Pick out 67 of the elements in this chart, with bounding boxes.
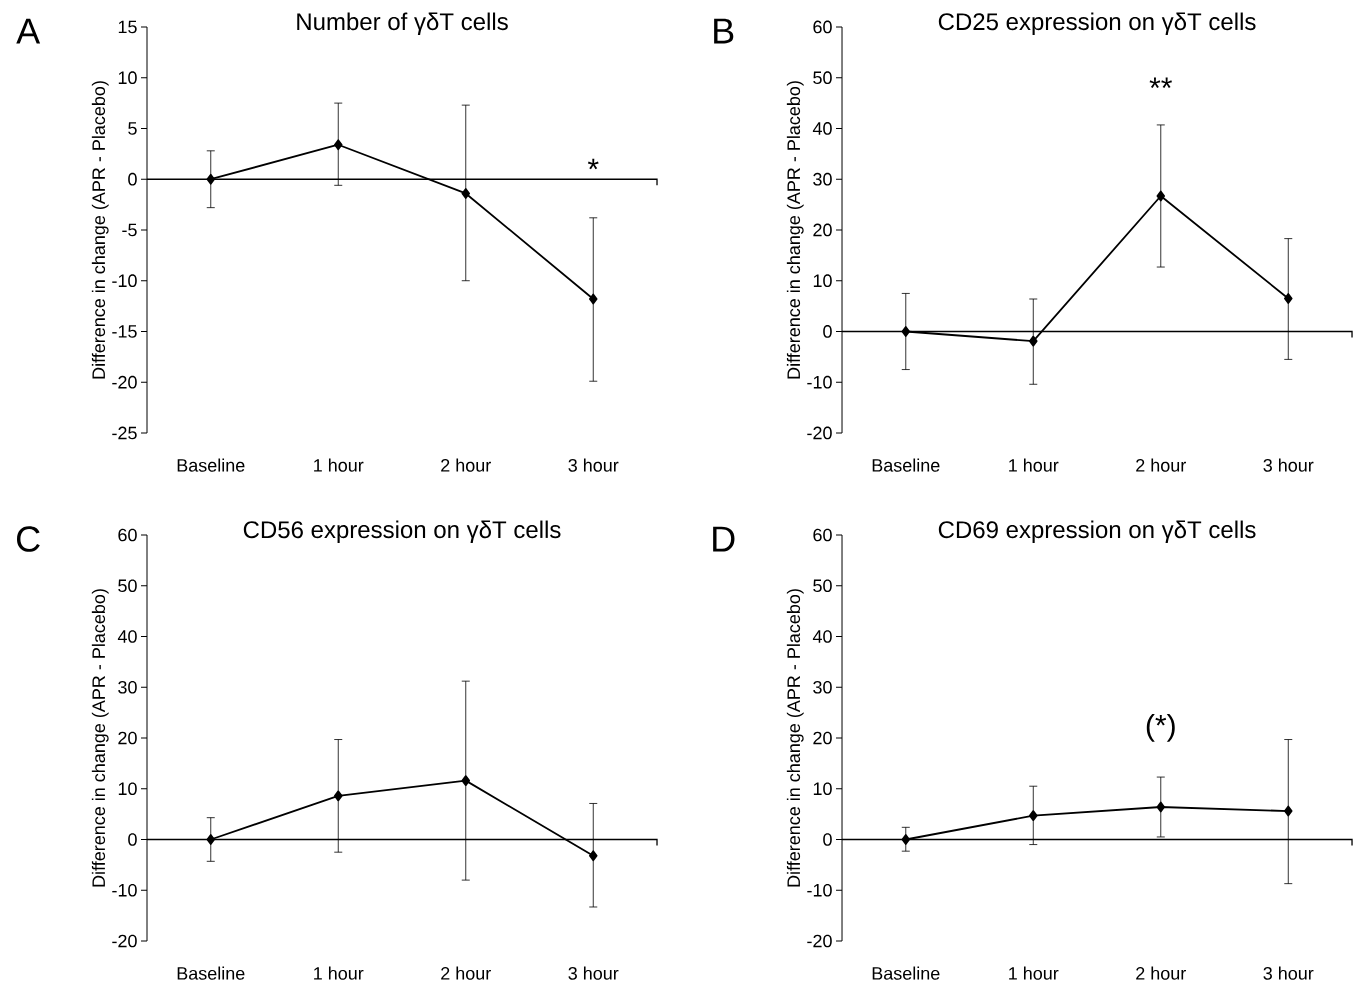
y-tick-label: 0 [128,172,137,186]
y-tick-label: 0 [823,325,832,338]
y-axis-title: Difference in change (APR - Placebo) [91,81,109,379]
text: B [714,18,734,44]
y-tick-label: 40 [812,122,832,135]
y-tick-label: -20 [807,426,832,440]
y-tick-label: 30 [118,680,137,694]
chart-title: CD25 expression on γδT cells [938,12,1256,35]
annotation: ** [1149,77,1172,89]
y-tick-label: 0 [823,833,832,846]
x-tick-label: Baseline [872,458,940,472]
y-tick-label: -10 [807,375,832,389]
y-tick-label: 15 [118,20,137,34]
y-tick-label: -10 [807,883,832,897]
text: C [17,526,40,552]
y-axis-title: Difference in change (APR - Placebo) [786,81,804,379]
y-tick-label: 60 [813,20,832,34]
text: D [713,526,735,552]
y-tick-label: -10 [112,883,137,897]
chart-title: Number of γδT cells [297,12,508,35]
x-tick-label: 3 hour [1263,966,1314,980]
chart-title: CD56 expression on γδT cells [243,520,561,543]
x-tick-label: 1 hour [1009,458,1059,472]
x-tick-label: 2 hour [441,966,491,980]
annotation: * [587,158,599,170]
y-tick-label: 10 [813,274,832,288]
y-tick-label: 60 [813,528,832,542]
y-tick-label: -20 [112,934,137,948]
y-tick-label: 20 [813,731,832,745]
y-tick-label: 60 [118,528,137,542]
x-tick-label: 2 hour [1136,966,1186,980]
x-tick-label: Baseline [177,966,245,980]
x-tick-label: 2 hour [1136,458,1186,472]
y-tick-label: 40 [117,630,137,643]
y-tick-label: 5 [128,122,137,135]
x-tick-label: 2 hour [441,458,491,472]
y-tick-label: 20 [813,223,832,237]
x-tick-label: 1 hour [1009,966,1059,980]
y-tick-label: -5 [122,223,137,237]
y-tick-label: 40 [812,630,832,643]
x-tick-label: Baseline [872,966,940,980]
x-tick-label: 1 hour [314,458,364,472]
text: A [16,18,41,44]
y-axis-title: Difference in change (APR - Placebo) [786,589,804,887]
y-tick-label: 50 [813,579,832,593]
y-tick-label: 10 [118,782,137,796]
y-tick-label: -20 [112,375,137,389]
y-tick-label: 50 [813,71,832,85]
chart-title: CD69 expression on γδT cells [938,520,1256,543]
y-axis-title: Difference in change (APR - Placebo) [91,589,109,887]
y-tick-label: -25 [112,426,137,440]
y-tick-label: 30 [813,172,832,186]
y-tick-label: 10 [118,71,137,85]
annotation: (*) [1146,713,1175,742]
x-tick-label: 1 hour [314,966,364,980]
y-tick-label: 30 [813,680,832,694]
y-tick-label: 0 [128,833,137,846]
x-tick-label: Baseline [177,458,245,472]
y-tick-label: -20 [807,934,832,948]
y-tick-label: 50 [118,579,137,593]
y-tick-label: -10 [112,274,137,288]
x-tick-label: 3 hour [568,458,619,472]
y-tick-label: 10 [813,782,832,796]
x-tick-label: 3 hour [568,966,619,980]
y-tick-label: -15 [112,325,137,338]
x-tick-label: 3 hour [1263,458,1314,472]
y-tick-label: 20 [118,731,137,745]
